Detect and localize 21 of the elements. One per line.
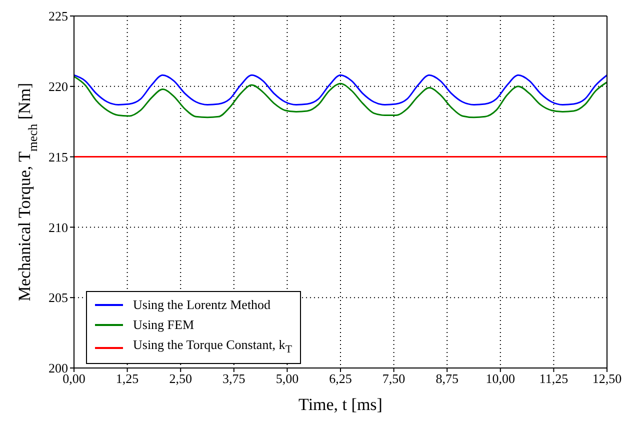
x-tick-label: 7,50 [382, 371, 406, 386]
line-series [74, 74, 607, 106]
y-tick-label: 210 [48, 220, 68, 235]
x-axis-title: Time, t [ms] [298, 395, 382, 414]
legend-label: Using the Torque Constant, k$_{T}$ [133, 336, 292, 358]
x-tick-label: 8,75 [436, 371, 458, 386]
x-tick-label: 2,50 [169, 371, 192, 386]
x-tick-label: 3,75 [222, 371, 246, 386]
line-series [74, 76, 607, 118]
legend-label: Using FEM [133, 316, 194, 334]
x-tick-label: 6,25 [329, 371, 352, 386]
y-tick-label: 215 [48, 149, 68, 164]
x-tick-label: 12,50 [592, 371, 622, 386]
y-tick-label: 225 [48, 8, 68, 24]
legend-label: Using the Lorentz Method [133, 296, 271, 314]
x-tick-label: 5,00 [276, 371, 299, 386]
x-tick-label: 11,25 [539, 371, 568, 386]
x-tick-label: 10,00 [486, 371, 516, 386]
x-tick-label: 1,25 [116, 371, 139, 386]
y-tick-label: 205 [48, 290, 68, 306]
y-tick-label: 220 [48, 79, 68, 94]
